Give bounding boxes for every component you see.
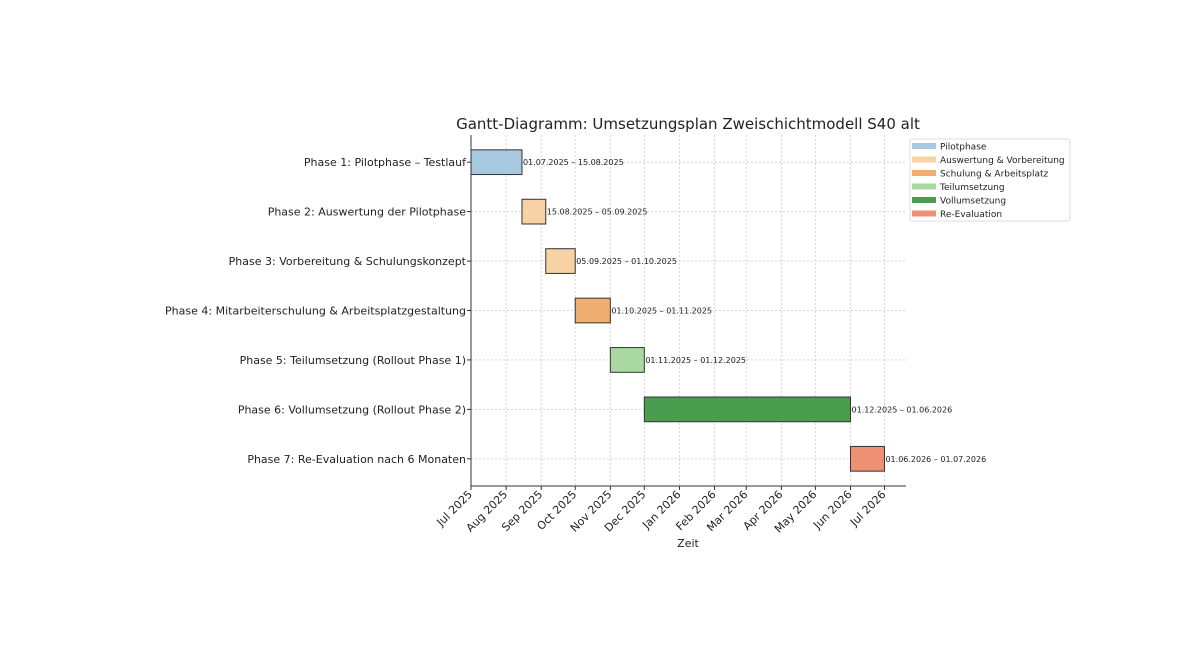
legend-swatch — [912, 197, 936, 203]
legend-label: Schulung & Arbeitsplatz — [940, 170, 1049, 180]
legend-label: Vollumsetzung — [940, 197, 1006, 207]
legend-swatch — [912, 143, 936, 149]
legend-box — [909, 138, 1071, 222]
task-date-label: 01.11.2025 – 01.12.2025 — [645, 356, 746, 365]
legend-swatch — [912, 156, 936, 163]
task-name-label: Phase 3: Vorbereitung & Schulungskonzept — [229, 255, 467, 268]
legend-label: Re-Evaluation — [940, 210, 1002, 220]
legend-swatch — [912, 210, 936, 217]
task-date-label: 01.06.2026 – 01.07.2026 — [885, 455, 986, 464]
x-axis-label: Zeit — [677, 537, 699, 550]
legend: Pilotphase Auswertung & Vorbereitung Schul… — [909, 138, 1071, 222]
task-name-label: Phase 5: Teilumsetzung (Rollout Phase 1) — [240, 354, 466, 367]
task-name-label: Phase 1: Pilotphase – Testlauf — [304, 156, 467, 169]
task-bar — [545, 248, 576, 274]
task-bar — [609, 347, 645, 373]
task-bar — [849, 445, 885, 472]
task-name-label: Phase 2: Auswertung der Pilotphase — [268, 206, 467, 219]
task-name-label: Phase 7: Re-Evaluation nach 6 Monaten — [247, 453, 466, 466]
task-bar — [643, 396, 851, 423]
legend-swatch — [912, 170, 936, 176]
bars: 01.07.2025 – 15.08.2025 15.08.2025 – 05.0… — [470, 149, 986, 472]
chart-title: Gantt-Diagramm: Umsetzungsplan Zweischic… — [456, 115, 920, 133]
legend-label: Teilumsetzung — [939, 183, 1005, 193]
task-bar — [521, 198, 547, 225]
task-date-label: 15.08.2025 – 05.09.2025 — [547, 208, 648, 217]
y-tick-labels: Phase 1: Pilotphase – Testlauf Phase 2: A… — [165, 156, 471, 466]
task-name-label: Phase 4: Mitarbeiterschulung & Arbeitspl… — [165, 305, 466, 318]
task-name-label: Phase 6: Vollumsetzung (Rollout Phase 2) — [238, 403, 466, 416]
legend-label: Auswertung & Vorbereitung — [940, 156, 1065, 166]
task-date-label: 01.07.2025 – 15.08.2025 — [523, 158, 624, 167]
x-tick-label: Jul 2026 — [847, 488, 889, 530]
task-date-label: 01.12.2025 – 01.06.2026 — [851, 405, 952, 414]
legend-swatch — [912, 183, 936, 190]
task-bar — [470, 149, 523, 176]
task-bar — [574, 297, 611, 324]
task-date-label: 01.10.2025 – 01.11.2025 — [611, 307, 712, 316]
task-date-label: 05.09.2025 – 01.10.2025 — [576, 257, 677, 266]
legend-label: Pilotphase — [940, 143, 987, 153]
